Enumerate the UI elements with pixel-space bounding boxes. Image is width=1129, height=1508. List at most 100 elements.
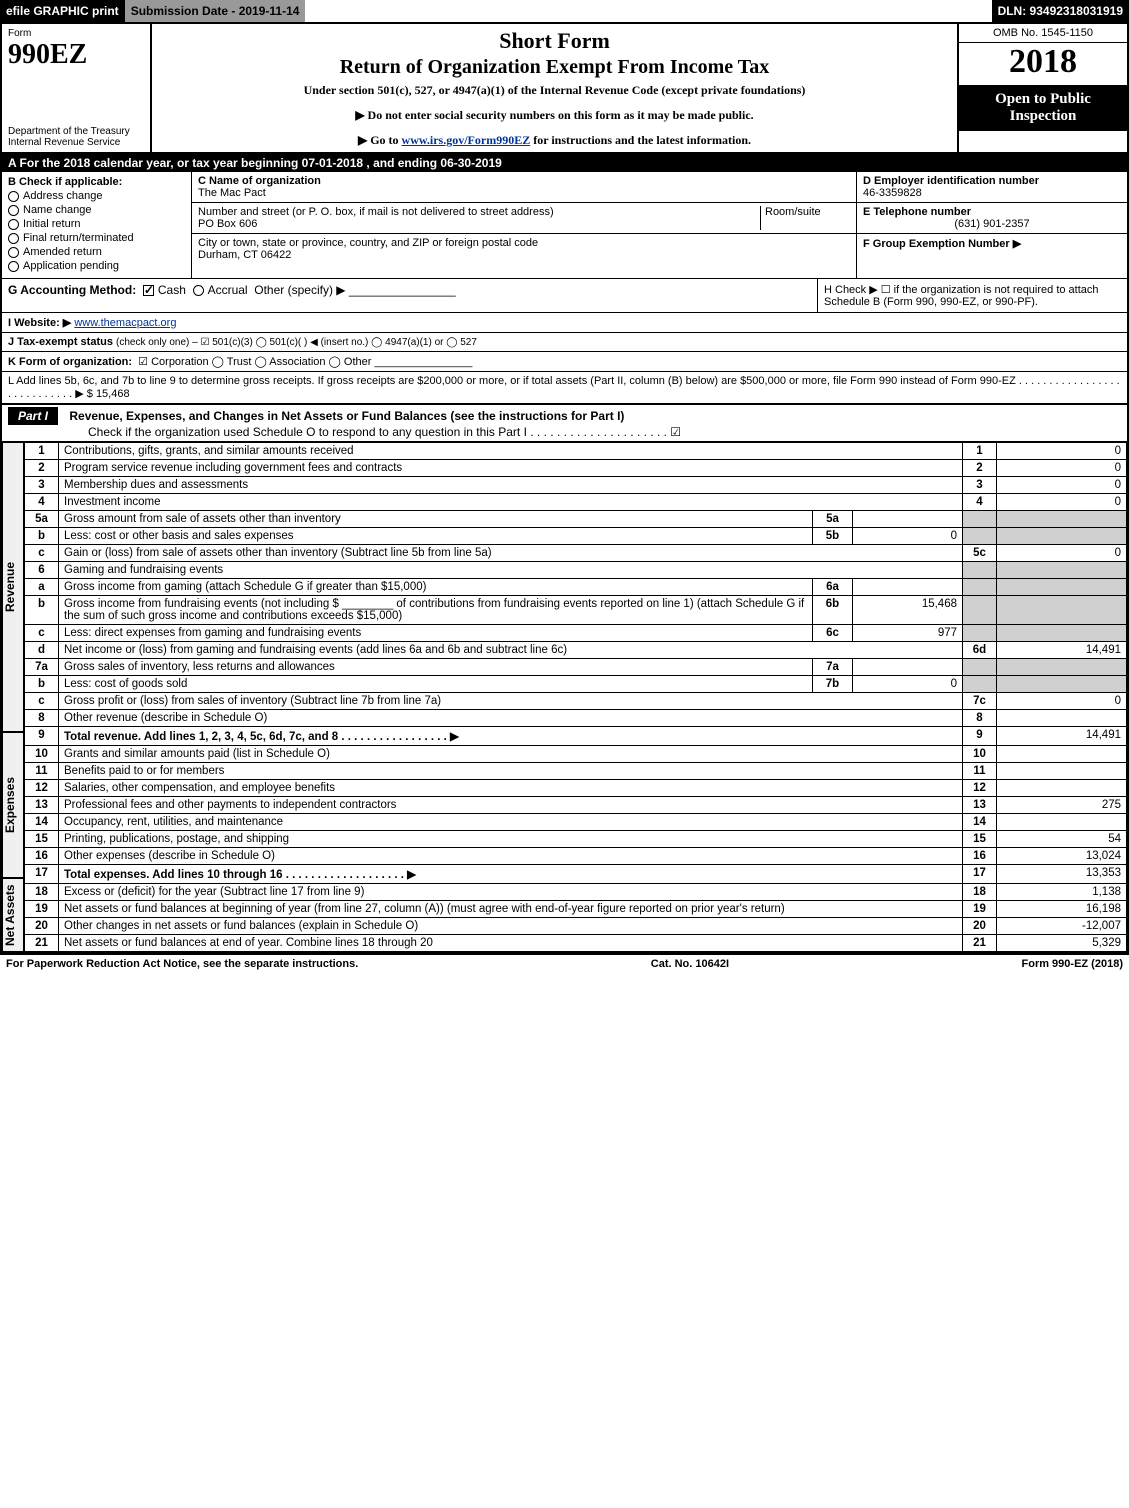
table-row: 2Program service revenue including gover…: [25, 460, 1127, 477]
amount: [997, 596, 1127, 625]
form-header: Form 990EZ Department of the Treasury In…: [2, 24, 1127, 154]
part-1-header: Part I Revenue, Expenses, and Changes in…: [2, 404, 1127, 442]
part-1-table: 1Contributions, gifts, grants, and simil…: [24, 442, 1127, 952]
line-number: 3: [25, 477, 59, 494]
footer-right: Form 990-EZ (2018): [1022, 958, 1123, 970]
table-row: bLess: cost or other basis and sales exp…: [25, 528, 1127, 545]
c-city-value: Durham, CT 06422: [198, 249, 850, 261]
d-ein-value: 46-3359828: [863, 187, 1121, 199]
line-description: Gross sales of inventory, less returns a…: [59, 659, 813, 676]
table-row: 5aGross amount from sale of assets other…: [25, 511, 1127, 528]
table-row: bLess: cost of goods sold7b0: [25, 676, 1127, 693]
table-row: 12Salaries, other compensation, and empl…: [25, 780, 1127, 797]
efile-print-button[interactable]: efile GRAPHIC print: [0, 0, 125, 22]
c-name-label: C Name of organization: [198, 175, 850, 187]
amount: [997, 579, 1127, 596]
table-row: 21Net assets or fund balances at end of …: [25, 935, 1127, 952]
table-row: 18Excess or (deficit) for the year (Subt…: [25, 884, 1127, 901]
chk-initial-return[interactable]: Initial return: [8, 218, 185, 230]
line-number: 10: [25, 746, 59, 763]
line-number: b: [25, 596, 59, 625]
amount: 14,491: [997, 642, 1127, 659]
chk-final-return[interactable]: Final return/terminated: [8, 232, 185, 244]
chk-accrual[interactable]: [193, 285, 204, 296]
line-number: 17: [25, 865, 59, 884]
line-description: Total expenses. Add lines 10 through 16 …: [59, 865, 963, 884]
line-a-mid: , and ending: [363, 156, 440, 170]
right-line-number: 20: [963, 918, 997, 935]
tab-net-assets: Net Assets: [2, 878, 24, 952]
right-line-number: [963, 528, 997, 545]
header-right: OMB No. 1545-1150 2018 Open to Public In…: [957, 24, 1127, 152]
right-line-number: [963, 625, 997, 642]
mid-line-number: 7b: [813, 676, 853, 693]
line-number: 13: [25, 797, 59, 814]
line-description: Benefits paid to or for members: [59, 763, 963, 780]
c-city-label: City or town, state or province, country…: [198, 237, 850, 249]
line-description: Membership dues and assessments: [59, 477, 963, 494]
tab-expenses: Expenses: [2, 732, 24, 878]
line-k: K Form of organization: ☑ Corporation ◯ …: [2, 352, 1127, 372]
irs-link[interactable]: www.irs.gov/Form990EZ: [402, 133, 531, 147]
title-short-form: Short Form: [158, 28, 951, 54]
amount: [997, 710, 1127, 727]
right-line-number: 19: [963, 901, 997, 918]
tax-year: 2018: [959, 43, 1127, 85]
line-description: Less: cost or other basis and sales expe…: [59, 528, 813, 545]
chk-amended-return[interactable]: Amended return: [8, 246, 185, 258]
line-number: 21: [25, 935, 59, 952]
line-number: a: [25, 579, 59, 596]
chk-application-pending[interactable]: Application pending: [8, 260, 185, 272]
mid-line-number: 5b: [813, 528, 853, 545]
line-number: 19: [25, 901, 59, 918]
c-street-label: Number and street (or P. O. box, if mail…: [198, 206, 760, 218]
amount: [997, 676, 1127, 693]
line-number: 14: [25, 814, 59, 831]
amount: 0: [997, 477, 1127, 494]
line-j-options: (check only one) – ☑ 501(c)(3) ◯ 501(c)(…: [116, 337, 477, 348]
right-line-number: 2: [963, 460, 997, 477]
line-description: Contributions, gifts, grants, and simila…: [59, 443, 963, 460]
table-row: 8Other revenue (describe in Schedule O)8: [25, 710, 1127, 727]
table-row: 3Membership dues and assessments30: [25, 477, 1127, 494]
right-line-number: 7c: [963, 693, 997, 710]
table-row: 9Total revenue. Add lines 1, 2, 3, 4, 5c…: [25, 727, 1127, 746]
amount: [997, 528, 1127, 545]
right-line-number: 21: [963, 935, 997, 952]
d-ein-label: D Employer identification number: [863, 175, 1121, 187]
box-b: B Check if applicable: Address change Na…: [2, 172, 192, 278]
chk-address-change[interactable]: Address change: [8, 190, 185, 202]
line-number: 15: [25, 831, 59, 848]
table-row: cGross profit or (loss) from sales of in…: [25, 693, 1127, 710]
dept-treasury-2: Internal Revenue Service: [8, 137, 144, 148]
line-description: Net assets or fund balances at beginning…: [59, 901, 963, 918]
table-row: 1Contributions, gifts, grants, and simil…: [25, 443, 1127, 460]
amount: 0: [997, 494, 1127, 511]
right-line-number: 9: [963, 727, 997, 746]
chk-cash[interactable]: [143, 285, 154, 296]
mid-amount: [853, 659, 963, 676]
table-row: 19Net assets or fund balances at beginni…: [25, 901, 1127, 918]
form-word: Form: [8, 28, 144, 39]
line-k-label: K Form of organization:: [8, 356, 132, 368]
chk-name-change[interactable]: Name change: [8, 204, 185, 216]
line-description: Printing, publications, postage, and shi…: [59, 831, 963, 848]
amount: 14,491: [997, 727, 1127, 746]
amount: 0: [997, 693, 1127, 710]
mid-amount: [853, 579, 963, 596]
right-line-number: 16: [963, 848, 997, 865]
form-number: 990EZ: [8, 39, 144, 71]
right-line-number: 1: [963, 443, 997, 460]
amount: [997, 814, 1127, 831]
line-description: Gross amount from sale of assets other t…: [59, 511, 813, 528]
line-description: Grants and similar amounts paid (list in…: [59, 746, 963, 763]
line-description: Salaries, other compensation, and employ…: [59, 780, 963, 797]
mid-amount: 15,468: [853, 596, 963, 625]
line-l: L Add lines 5b, 6c, and 7b to line 9 to …: [2, 372, 1127, 404]
website-link[interactable]: www.themacpact.org: [74, 317, 176, 329]
line-description: Gain or (loss) from sale of assets other…: [59, 545, 963, 562]
line-description: Less: direct expenses from gaming and fu…: [59, 625, 813, 642]
right-line-number: [963, 579, 997, 596]
e-phone-value: (631) 901-2357: [863, 218, 1121, 230]
line-description: Occupancy, rent, utilities, and maintena…: [59, 814, 963, 831]
